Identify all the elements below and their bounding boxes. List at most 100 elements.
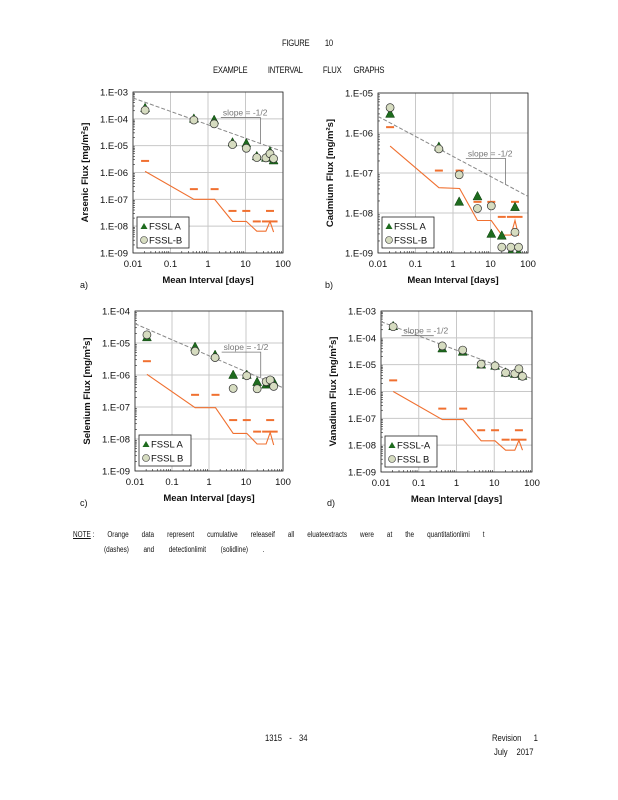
title-word: GRAPHS bbox=[353, 65, 385, 75]
panel-label: c) bbox=[80, 498, 88, 508]
detection-limit-line bbox=[389, 145, 520, 236]
x-tick-label: 100 bbox=[275, 477, 291, 488]
y-tick-label: 1.E-07 bbox=[345, 169, 373, 180]
series-a-point bbox=[496, 230, 507, 240]
series-b-point bbox=[486, 201, 496, 211]
y-tick-label: 1.E-05 bbox=[345, 89, 373, 100]
legend-triangle-icon bbox=[142, 441, 150, 447]
figure-title: EXAMPLE INTERVAL FLUX GRAPHS bbox=[213, 65, 385, 75]
series-a-point bbox=[252, 376, 263, 386]
x-tick-label: 10 bbox=[241, 477, 252, 488]
series-b-point bbox=[385, 103, 395, 113]
x-tick-label: 0.1 bbox=[165, 477, 178, 488]
y-tick-label: 1.E-09 bbox=[348, 468, 376, 479]
slope-annotation: slope = -1/2 bbox=[468, 148, 513, 158]
series-b-point bbox=[140, 105, 150, 115]
y-tick-label: 1.E-08 bbox=[102, 435, 130, 446]
x-tick-label: 1 bbox=[454, 478, 459, 489]
x-tick-label: 10 bbox=[489, 478, 500, 489]
x-tick-label: 0.01 bbox=[372, 478, 391, 489]
note-text-1: : Orange data represent cumulative relea… bbox=[92, 530, 485, 539]
plot-area bbox=[133, 97, 283, 233]
slope-bracket bbox=[465, 157, 506, 185]
series-a-point bbox=[228, 369, 239, 379]
trend-line bbox=[133, 97, 283, 153]
y-tick-label: 1.E-03 bbox=[348, 307, 376, 318]
figure-word: FIGURE bbox=[282, 38, 310, 48]
series-b-point bbox=[241, 143, 251, 153]
panel-label: d) bbox=[327, 498, 335, 508]
series-b-point bbox=[437, 341, 447, 351]
plot-frame bbox=[132, 91, 284, 254]
slope-annotation: slope = -1/2 bbox=[223, 108, 268, 118]
note-line-1: NOTE : Orange data represent cumulative … bbox=[73, 530, 485, 539]
series-b-point bbox=[242, 371, 252, 381]
series-b-point bbox=[228, 384, 238, 393]
x-tick-label: 100 bbox=[520, 259, 536, 270]
y-tick-label: 1.E-08 bbox=[100, 222, 128, 233]
plot-frame bbox=[380, 310, 533, 473]
legend-label-a: FSSL A bbox=[151, 440, 184, 451]
y-axis-label: Cadmium Flux [mg/m²s] bbox=[325, 119, 336, 227]
series-b-point bbox=[458, 345, 468, 355]
series-a-point bbox=[454, 196, 465, 206]
x-axis-label: Mean Interval [days] bbox=[163, 493, 254, 504]
legend-label-b: FSSL-B bbox=[394, 236, 427, 247]
y-axis-label: Arsenic Flux [mg/m²s] bbox=[80, 123, 91, 223]
plot-frame bbox=[377, 92, 529, 254]
y-tick-label: 1.E-06 bbox=[102, 371, 130, 382]
series-b-point bbox=[269, 382, 279, 391]
y-tick-label: 1.E-04 bbox=[100, 114, 128, 125]
series-b-point bbox=[388, 322, 398, 332]
y-tick-label: 1.E-09 bbox=[100, 249, 128, 260]
chart-a: 0.01 0.1 1 10 100 1.E-09 1.E-08 1.E-07 1.E-06 1.E… bbox=[80, 88, 291, 291]
series-b-point bbox=[473, 204, 482, 213]
figure-number: 10 bbox=[324, 38, 333, 48]
x-axis-label: Mean Interval [days] bbox=[411, 494, 502, 505]
series-b-point bbox=[269, 154, 278, 163]
chart-c: 0.01 0.1 1 10 100 1.E-09 1.E-08 1.E-07 1.E-06 1.E… bbox=[80, 307, 291, 509]
x-tick-label: 1 bbox=[206, 477, 211, 488]
series-b-point bbox=[454, 170, 464, 180]
series-b-point bbox=[501, 368, 510, 378]
series-b-point bbox=[210, 353, 220, 362]
note-label: NOTE bbox=[73, 530, 91, 539]
legend-circle-icon bbox=[385, 236, 393, 244]
series-b-point bbox=[490, 361, 500, 371]
figure-label: FIGURE 10 bbox=[282, 38, 333, 48]
series-a-point bbox=[486, 228, 497, 238]
x-tick-label: 0.1 bbox=[164, 259, 177, 270]
x-tick-label: 1 bbox=[205, 259, 210, 270]
detection-limit-line bbox=[146, 373, 275, 446]
page-number: 1315 - 34 bbox=[265, 733, 308, 743]
series-a-point bbox=[472, 190, 483, 201]
trend-line bbox=[135, 323, 283, 389]
series-b-point bbox=[142, 330, 152, 340]
series-b-point bbox=[518, 371, 527, 381]
y-tick-label: 1.E-04 bbox=[102, 307, 130, 318]
title-word: FLUX bbox=[322, 65, 342, 75]
x-tick-label: 0.1 bbox=[409, 259, 422, 270]
series-b-point bbox=[252, 153, 262, 162]
revision-date: July 2017 bbox=[494, 747, 534, 757]
y-tick-label: 1.E-03 bbox=[100, 88, 128, 99]
legend-label-a: FSSL A bbox=[149, 222, 182, 233]
chart-b: 0.01 0.1 1 10 100 1.E-09 1.E-08 1.E-07 1.E-06 1.E… bbox=[325, 89, 536, 291]
series-b-point bbox=[497, 242, 507, 252]
slope-bracket bbox=[220, 117, 261, 144]
y-axis-label: Vanadium Flux [mg/m²s] bbox=[328, 337, 339, 447]
y-tick-label: 1.E-09 bbox=[345, 249, 373, 260]
trend-line bbox=[378, 115, 528, 197]
legend-triangle-icon bbox=[388, 442, 396, 448]
y-tick-label: 1.E-08 bbox=[348, 441, 376, 452]
panel-label: b) bbox=[325, 280, 333, 290]
y-tick-label: 1.E-05 bbox=[348, 360, 376, 371]
y-tick-label: 1.E-07 bbox=[348, 414, 376, 425]
plot-area bbox=[378, 103, 528, 253]
y-tick-label: 1.E-06 bbox=[348, 387, 376, 398]
legend-triangle-icon bbox=[140, 223, 148, 229]
plot-frame bbox=[134, 310, 284, 472]
y-axis-label: Selenium Flux [mg/m²s] bbox=[82, 337, 93, 444]
detection-limit-line bbox=[392, 391, 524, 451]
legend-label-b: FSSL B bbox=[397, 455, 429, 466]
